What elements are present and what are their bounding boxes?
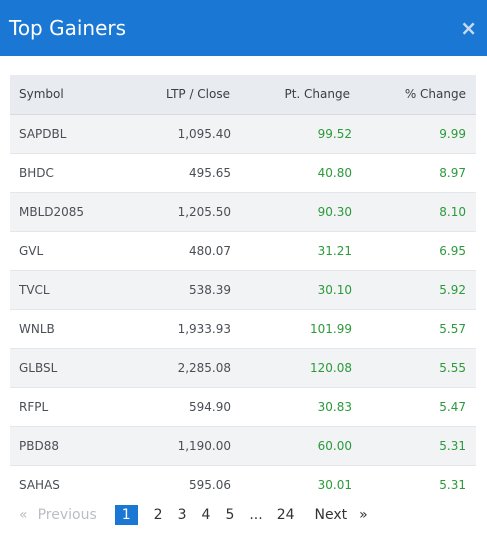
cell-symbol[interactable]: PBD88 bbox=[10, 426, 122, 466]
cell-pct-change: 5.55 bbox=[352, 348, 476, 388]
last-page-arrow-icon[interactable]: » bbox=[359, 507, 368, 523]
cell-ltp: 1,190.00 bbox=[122, 426, 231, 466]
page-link-2[interactable]: 2 bbox=[153, 507, 163, 523]
dialog-title: Top Gainers bbox=[9, 16, 127, 40]
cell-symbol[interactable]: SAPDBL bbox=[10, 114, 122, 154]
cell-ltp: 2,285.08 bbox=[122, 348, 231, 388]
cell-pct-change: 5.92 bbox=[352, 270, 476, 310]
pagination: « Previous 1 2 3 4 5 ... 24 Next » bbox=[19, 505, 368, 525]
gainers-table-container: Symbol LTP / Close Pt. Change % Change S… bbox=[10, 75, 476, 504]
cell-pt-change: 90.30 bbox=[231, 192, 352, 232]
cell-symbol[interactable]: TVCL bbox=[10, 270, 122, 310]
cell-ltp: 495.65 bbox=[122, 153, 231, 193]
page-link-1[interactable]: 1 bbox=[114, 505, 138, 525]
cell-pt-change: 30.01 bbox=[317, 477, 352, 492]
cell-ltp: 1,933.93 bbox=[122, 309, 231, 349]
cell-pct-change: 5.31 bbox=[439, 477, 466, 492]
first-page-arrow-icon: « bbox=[19, 507, 28, 523]
cell-symbol[interactable]: GVL bbox=[10, 231, 122, 271]
table-row[interactable]: MBLD2085 1,205.50 90.30 8.10 bbox=[10, 192, 476, 232]
table-row[interactable]: RFPL 594.90 30.83 5.47 bbox=[10, 387, 476, 427]
cell-ltp: 538.39 bbox=[122, 270, 231, 310]
table-row[interactable]: SAPDBL 1,095.40 99.52 9.99 bbox=[10, 114, 476, 154]
cell-pt-change: 60.00 bbox=[231, 426, 352, 466]
dialog-header: Top Gainers × bbox=[0, 0, 487, 56]
cell-pt-change: 40.80 bbox=[231, 153, 352, 193]
cell-pct-change: 5.57 bbox=[352, 309, 476, 349]
cell-pct-change: 5.31 bbox=[352, 426, 476, 466]
cell-pt-change: 101.99 bbox=[231, 309, 352, 349]
cell-ltp: 594.90 bbox=[122, 387, 231, 427]
table-row[interactable]: PBD88 1,190.00 60.00 5.31 bbox=[10, 426, 476, 466]
table-header-row: Symbol LTP / Close Pt. Change % Change bbox=[10, 75, 476, 115]
table-row[interactable]: BHDC 495.65 40.80 8.97 bbox=[10, 153, 476, 193]
page-link-24[interactable]: 24 bbox=[276, 507, 295, 523]
cell-pt-change: 30.83 bbox=[231, 387, 352, 427]
table-row[interactable]: TVCL 538.39 30.10 5.92 bbox=[10, 270, 476, 310]
table-row[interactable]: GLBSL 2,285.08 120.08 5.55 bbox=[10, 348, 476, 388]
cell-ltp: 480.07 bbox=[122, 231, 231, 271]
table-row[interactable]: SAHAS 595.06 30.01 5.31 bbox=[10, 465, 476, 504]
cell-pt-change: 120.08 bbox=[231, 348, 352, 388]
cell-ltp: 595.06 bbox=[189, 477, 231, 492]
column-header-pt-change[interactable]: Pt. Change bbox=[231, 75, 352, 115]
cell-symbol[interactable]: MBLD2085 bbox=[10, 192, 122, 232]
close-icon[interactable]: × bbox=[460, 16, 477, 40]
cell-symbol[interactable]: BHDC bbox=[10, 153, 122, 193]
page-link-4[interactable]: 4 bbox=[201, 507, 211, 523]
column-header-ltp[interactable]: LTP / Close bbox=[122, 75, 231, 115]
page-link-5[interactable]: 5 bbox=[225, 507, 235, 523]
cell-ltp: 1,205.50 bbox=[122, 192, 231, 232]
pagination-ellipsis: ... bbox=[249, 507, 263, 523]
cell-pct-change: 6.95 bbox=[352, 231, 476, 271]
cell-pct-change: 8.10 bbox=[352, 192, 476, 232]
cell-pct-change: 8.97 bbox=[352, 153, 476, 193]
table-row[interactable]: GVL 480.07 31.21 6.95 bbox=[10, 231, 476, 271]
cell-symbol[interactable]: SAHAS bbox=[19, 477, 60, 492]
gainers-table: Symbol LTP / Close Pt. Change % Change S… bbox=[10, 75, 476, 504]
cell-pt-change: 30.10 bbox=[231, 270, 352, 310]
next-page-link[interactable]: Next bbox=[314, 507, 348, 523]
cell-pct-change: 5.47 bbox=[352, 387, 476, 427]
column-header-symbol[interactable]: Symbol bbox=[10, 75, 122, 115]
cell-pt-change: 31.21 bbox=[231, 231, 352, 271]
table-row[interactable]: WNLB 1,933.93 101.99 5.57 bbox=[10, 309, 476, 349]
cell-pt-change: 99.52 bbox=[231, 114, 352, 154]
cell-symbol[interactable]: RFPL bbox=[10, 387, 122, 427]
page-link-3[interactable]: 3 bbox=[177, 507, 187, 523]
previous-page-link: Previous bbox=[37, 507, 97, 523]
cell-symbol[interactable]: GLBSL bbox=[10, 348, 122, 388]
cell-pct-change: 9.99 bbox=[352, 114, 476, 154]
column-header-pct-change[interactable]: % Change bbox=[352, 75, 476, 115]
cell-symbol[interactable]: WNLB bbox=[10, 309, 122, 349]
cell-ltp: 1,095.40 bbox=[122, 114, 231, 154]
